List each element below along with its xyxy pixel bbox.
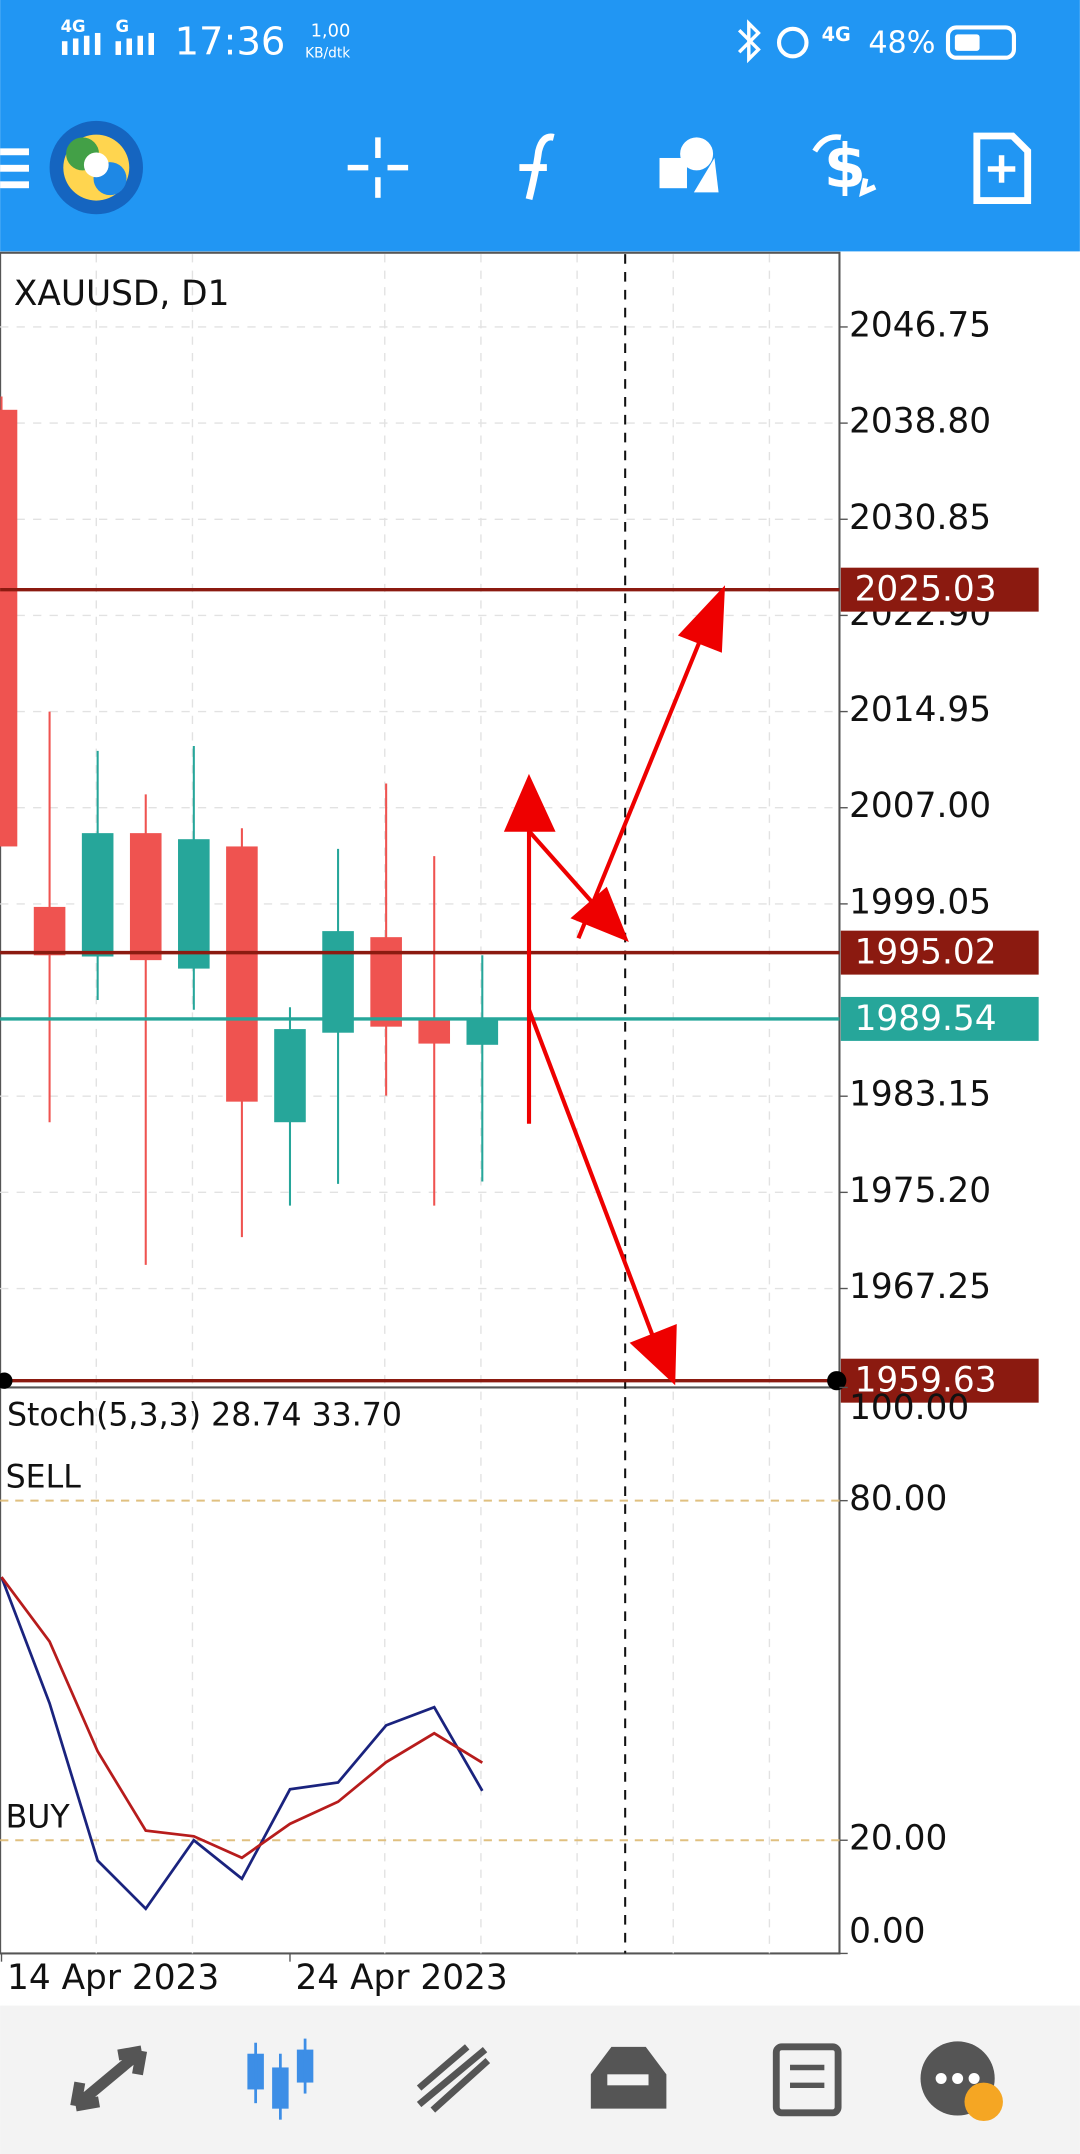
y-tick-label: 1975.20 bbox=[849, 1171, 991, 1211]
x-tick-label: 14 Apr 2023 bbox=[7, 1958, 219, 1998]
bottom-nav bbox=[0, 2005, 1080, 2154]
vertical-grid bbox=[95, 254, 771, 1954]
candle-body bbox=[129, 833, 162, 961]
new-order-button[interactable] bbox=[973, 132, 1032, 204]
candle-body bbox=[33, 906, 66, 956]
x-tick-label: 24 Apr 2023 bbox=[295, 1958, 507, 1998]
chart-title: XAUUSD, D1 bbox=[14, 274, 230, 314]
price-label-bg bbox=[840, 567, 1039, 612]
candle-body bbox=[81, 833, 114, 957]
y-tick-label: 2046.75 bbox=[849, 305, 991, 345]
news-tab[interactable] bbox=[772, 2043, 842, 2117]
y-tick-label: 1967.25 bbox=[849, 1267, 991, 1307]
plot: 2046.752038.802030.852022.902014.952007.… bbox=[0, 305, 1039, 1998]
price-label: 1995.02 bbox=[855, 933, 997, 973]
candle-body bbox=[370, 937, 402, 1027]
line-handle bbox=[827, 1371, 847, 1391]
price-label: 2025.03 bbox=[855, 570, 997, 610]
y-tick-label: 20.00 bbox=[849, 1819, 947, 1859]
user-drawings bbox=[503, 585, 726, 1386]
clock: 17:36 bbox=[175, 19, 286, 64]
signal-label: G bbox=[116, 17, 130, 36]
trade-button[interactable]: $ bbox=[812, 132, 877, 202]
y-tick-label: 2030.85 bbox=[849, 498, 991, 538]
y-tick-label: 0.00 bbox=[849, 1911, 925, 1951]
candle-body bbox=[0, 409, 18, 847]
y-tick-label: 2007.00 bbox=[849, 786, 991, 826]
candle-body bbox=[226, 846, 258, 1102]
signal-label: 4G bbox=[822, 23, 851, 46]
trade-tab[interactable] bbox=[416, 2044, 491, 2113]
objects-button[interactable] bbox=[659, 137, 719, 193]
net-speed-unit: KB/dtk bbox=[305, 46, 350, 62]
chart-frame bbox=[0, 251, 841, 1955]
app-bar bbox=[0, 0, 1080, 252]
stoch-line bbox=[0, 1576, 484, 1860]
quotes-tab[interactable] bbox=[70, 2045, 148, 2112]
chart-area: XAUUSD, D1 Stoch(5,3,3) 28.74 33.70 bbox=[0, 251, 841, 1955]
app-logo[interactable] bbox=[49, 120, 143, 215]
menu-button[interactable] bbox=[0, 148, 29, 189]
y-tick-label: 100.00 bbox=[849, 1388, 969, 1428]
chat-tab[interactable] bbox=[920, 2041, 1003, 2122]
candle-body bbox=[274, 1029, 306, 1123]
bluetooth-icon bbox=[737, 19, 761, 64]
candle-body bbox=[418, 1019, 451, 1044]
svg-text:$: $ bbox=[824, 132, 866, 202]
price-label: 1989.54 bbox=[855, 999, 997, 1039]
net-speed: 1,00 bbox=[311, 21, 351, 42]
price-label-bg bbox=[840, 996, 1039, 1041]
chart-tab[interactable] bbox=[247, 2038, 314, 2120]
indicators-button[interactable] bbox=[519, 133, 555, 201]
indicator-title: Stoch(5,3,3) 28.74 33.70 bbox=[7, 1397, 402, 1433]
level-label: BUY bbox=[6, 1799, 71, 1835]
level-label: SELL bbox=[6, 1460, 82, 1496]
y-tick-label: 1999.05 bbox=[849, 882, 991, 922]
price-label-bg bbox=[840, 1358, 1039, 1403]
candle-body bbox=[178, 839, 210, 969]
candle-body bbox=[466, 1018, 499, 1045]
y-tick-label: 2038.80 bbox=[849, 402, 991, 442]
status-bar: 4G G 17:36 1,00 KB/dtk 4G 48% bbox=[61, 17, 1016, 64]
y-tick-label: 2014.95 bbox=[849, 690, 991, 730]
candle-body bbox=[322, 931, 354, 1033]
price-label: 1959.63 bbox=[855, 1361, 997, 1401]
signal-label: 4G bbox=[61, 17, 86, 36]
price-label-bg bbox=[840, 930, 1039, 975]
stoch-line bbox=[0, 1576, 484, 1911]
y-tick-label: 1983.15 bbox=[849, 1075, 991, 1115]
toolbar: $ bbox=[0, 120, 1032, 215]
alarm-icon bbox=[776, 26, 809, 59]
battery-icon bbox=[945, 25, 1016, 60]
y-tick-label: 80.00 bbox=[849, 1479, 947, 1519]
line-handle bbox=[0, 1372, 13, 1389]
crosshair-button[interactable] bbox=[347, 137, 409, 198]
history-tab[interactable] bbox=[590, 2046, 667, 2109]
battery-percent: 48% bbox=[868, 25, 935, 60]
